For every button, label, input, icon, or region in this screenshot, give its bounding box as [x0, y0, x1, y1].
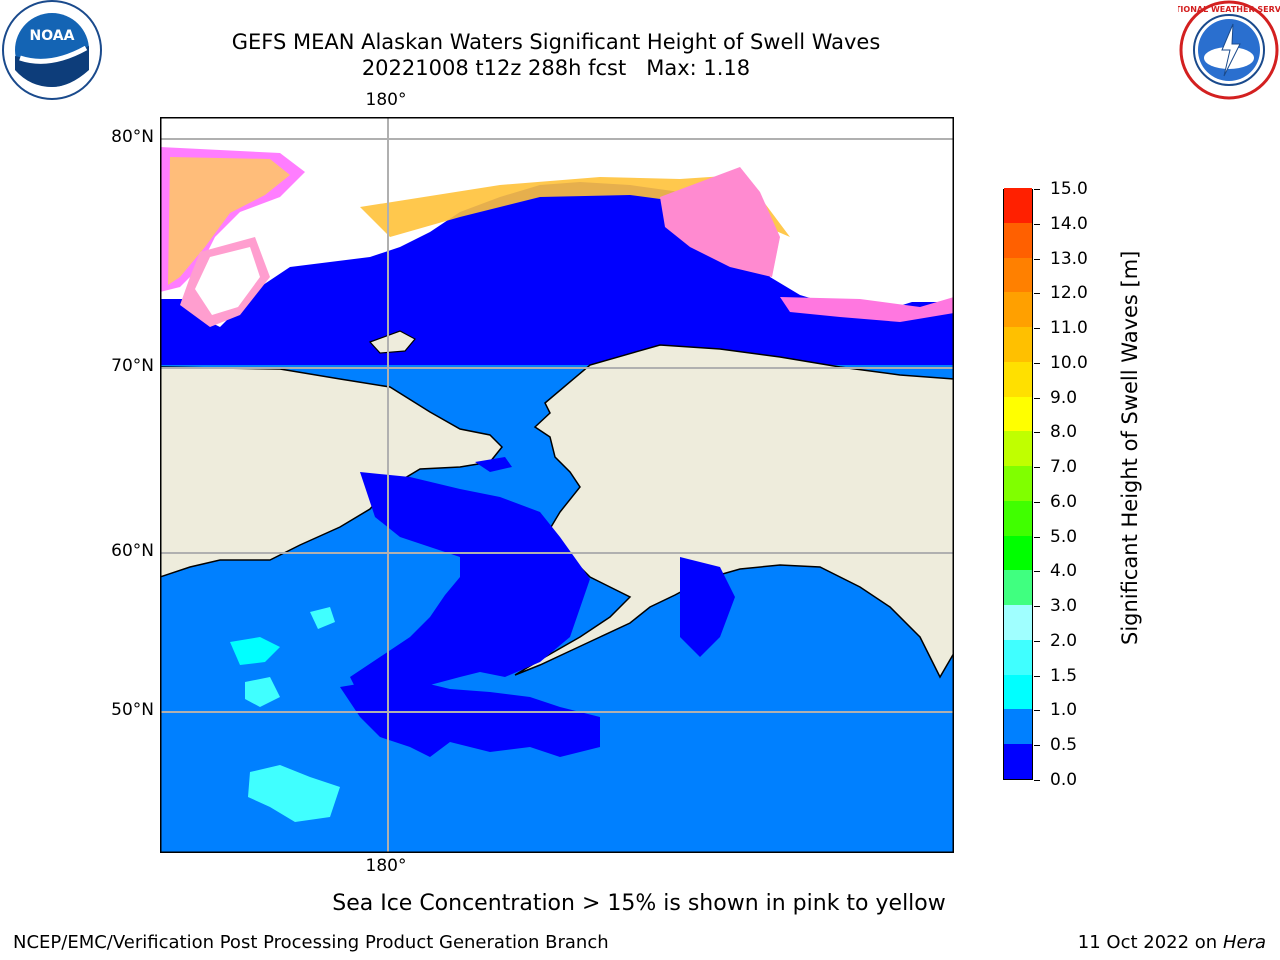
colorbar-tick-label: 11.0 [1050, 318, 1088, 339]
colorbar-segment [1004, 222, 1032, 258]
sea-ice-band [660, 167, 780, 277]
svg-text:NATIONAL WEATHER SERVICE: NATIONAL WEATHER SERVICE [1178, 5, 1280, 14]
colorbar-tick-label: 12.0 [1050, 283, 1088, 304]
swell-patch-cyan [310, 607, 335, 629]
colorbar-segment [1004, 500, 1032, 536]
colorbar-segment [1004, 326, 1032, 362]
lat-label-70n: 70°N [111, 356, 154, 376]
lon-label-bottom: 180° [365, 856, 407, 876]
colorbar-segment [1004, 743, 1032, 779]
land-wrangel [368, 330, 416, 354]
colorbar-segment [1004, 396, 1032, 432]
colorbar-tick-mark [1034, 606, 1040, 608]
colorbar-tick-label: 8.0 [1050, 422, 1078, 443]
sea-ice-band [780, 297, 954, 322]
chart-subtitle: 20221008 t12z 288h fcst Max: 1.18 [361, 56, 751, 80]
colorbar-segment [1004, 674, 1032, 710]
colorbar-tick-label: 6.0 [1050, 491, 1078, 512]
colorbar-tick-mark [1034, 536, 1040, 538]
colorbar-segment [1004, 569, 1032, 606]
colorbar-tick-label: 4.0 [1050, 561, 1078, 582]
lat-label-60n: 60°N [111, 541, 154, 561]
colorbar-tick-label: 5.0 [1050, 526, 1078, 547]
colorbar-segment [1004, 604, 1032, 640]
colorbar-tick-label: 2.0 [1050, 630, 1078, 651]
colorbar-label: Significant Height of Swell Waves [m] [1118, 250, 1142, 645]
colorbar-tick-label: 0.5 [1050, 735, 1078, 756]
sea-ice-note: Sea Ice Concentration > 15% is shown in … [332, 891, 946, 916]
land-alaska [514, 344, 955, 679]
colorbar-segment [1004, 430, 1032, 467]
land-chukotka [159, 366, 504, 579]
map-plot-area [159, 117, 955, 853]
colorbar [1003, 187, 1033, 780]
colorbar-tick-label: 1.5 [1050, 665, 1078, 686]
colorbar-tick-mark [1034, 328, 1040, 330]
colorbar-segment [1004, 465, 1032, 501]
colorbar-tick-mark [1034, 432, 1040, 434]
swell-patch-cyan [230, 637, 280, 665]
colorbar-tick-mark [1034, 467, 1040, 469]
colorbar-segment [1004, 257, 1032, 293]
colorbar-tick-mark [1034, 397, 1040, 399]
colorbar-label-wrap: Significant Height of Swell Waves [m] [1100, 189, 1160, 780]
colorbar-tick-mark [1034, 501, 1040, 503]
map-frame [160, 117, 954, 853]
colorbar-tick-label: 14.0 [1050, 213, 1088, 234]
colorbar-tick-mark [1034, 258, 1040, 260]
colorbar-tick-mark [1034, 745, 1040, 747]
footer-date: 11 Oct 2022 on Hera [1077, 932, 1266, 953]
colorbar-tick-label: 0.0 [1050, 770, 1078, 790]
colorbar-tick-label: 7.0 [1050, 457, 1078, 478]
bering-shelf [350, 472, 590, 697]
colorbar-segment [1004, 535, 1032, 571]
colorbar-tick-mark [1034, 189, 1040, 190]
aleutian-swell [340, 677, 600, 757]
swell-patch-cyan [245, 677, 280, 707]
no-data-region [160, 117, 954, 327]
gulf-alaska-swell [680, 557, 735, 657]
colorbar-tick-mark [1034, 780, 1040, 781]
colorbar-tick-mark [1034, 223, 1040, 225]
colorbar-tick-mark [1034, 710, 1040, 712]
colorbar-segment [1004, 639, 1032, 675]
colorbar-tick-label: 15.0 [1050, 179, 1088, 199]
colorbar-tick-mark [1034, 675, 1040, 677]
colorbar-tick-label: 1.0 [1050, 700, 1078, 721]
colorbar-tick-mark [1034, 293, 1040, 295]
lat-label-80n: 80°N [111, 127, 154, 147]
bering-shelf [475, 457, 512, 472]
sea-ice-band [168, 157, 290, 285]
colorbar-tick-label: 13.0 [1050, 248, 1088, 269]
colorbar-tick-mark [1034, 640, 1040, 642]
chart-title: GEFS MEAN Alaskan Waters Significant Hei… [231, 30, 881, 54]
colorbar-tick-label: 10.0 [1050, 352, 1088, 373]
colorbar-ticks: 15.0 14.0 13.0 12.0 11.0 10.0 9.0 8.0 7.0 6.0 5.0 4… [1034, 179, 1104, 790]
nws-logo: NATIONAL WEATHER SERVICE [1163, 0, 1280, 100]
colorbar-segment [1004, 361, 1032, 397]
colorbar-segment [1004, 291, 1032, 328]
noaa-logo-text: NOAA [30, 28, 75, 44]
lon-label-top: 180° [365, 90, 407, 110]
colorbar-tick-label: 9.0 [1050, 387, 1078, 408]
footer-credit: NCEP/EMC/Verification Post Processing Pr… [13, 932, 609, 953]
noaa-logo: NOAA [0, 0, 104, 100]
colorbar-segment [1004, 709, 1032, 745]
colorbar-tick-mark [1034, 362, 1040, 364]
colorbar-segment [1004, 187, 1032, 223]
swell-patch-cyan [248, 765, 340, 822]
footer-host: Hera [1222, 932, 1266, 953]
colorbar-tick-label: 3.0 [1050, 596, 1078, 617]
colorbar-tick-mark [1034, 571, 1040, 573]
lat-label-50n: 50°N [111, 700, 154, 720]
